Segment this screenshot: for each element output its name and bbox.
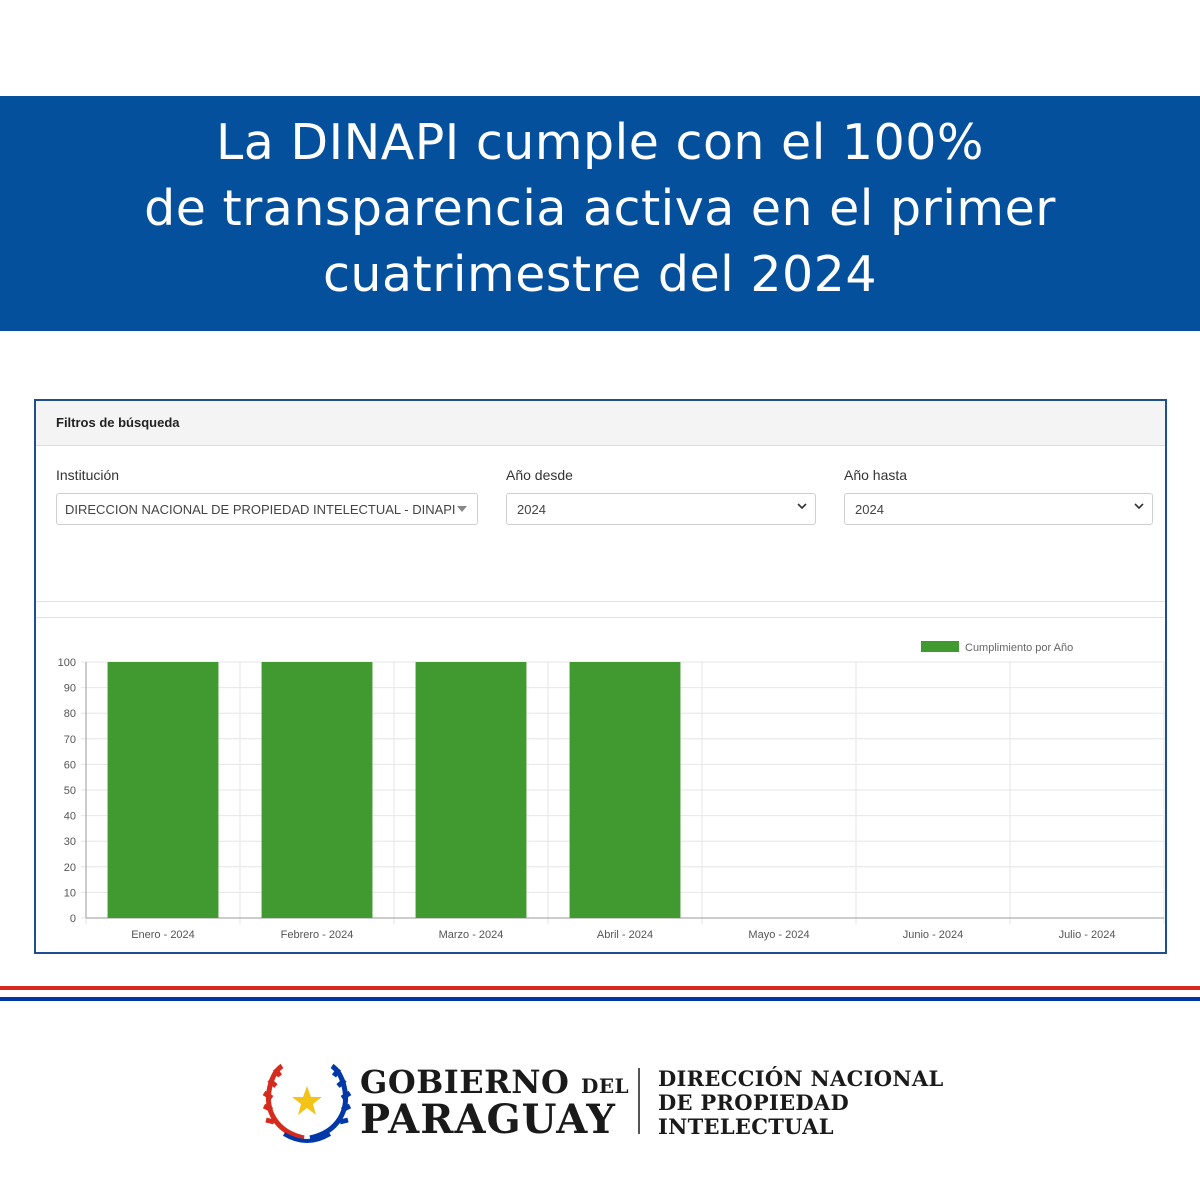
y-tick-label: 70 — [64, 734, 76, 746]
year-to-select[interactable]: 2024 — [844, 493, 1153, 525]
legend-swatch — [921, 641, 959, 652]
org-line-1: DIRECCIÓN NACIONAL — [658, 1066, 944, 1091]
year-to-label: Año hasta — [844, 467, 908, 483]
y-tick-label: 10 — [64, 887, 76, 899]
y-tick-label: 80 — [64, 708, 76, 720]
x-tick-label: Marzo - 2024 — [439, 929, 504, 941]
y-tick-label: 90 — [64, 683, 76, 695]
headline-banner: La DINAPI cumple con el 100% de transpar… — [0, 96, 1200, 331]
y-tick-label: 20 — [64, 862, 76, 874]
headline-line-1: La DINAPI cumple con el 100% — [216, 114, 984, 171]
bar — [107, 662, 219, 918]
chevron-down-icon — [1134, 501, 1144, 514]
y-tick-label: 40 — [64, 811, 76, 823]
divider — [36, 601, 1165, 602]
x-tick-label: Junio - 2024 — [903, 929, 964, 941]
flag-stripe-red — [0, 986, 1200, 990]
x-tick-label: Enero - 2024 — [131, 929, 195, 941]
year-from-label: Año desde — [506, 467, 573, 483]
headline-line-3: cuatrimestre del 2024 — [322, 246, 878, 303]
legend-label: Cumplimiento por Año — [965, 642, 1073, 654]
y-tick-label: 60 — [64, 759, 76, 771]
divider — [36, 617, 1165, 618]
org-line-3: INTELECTUAL — [658, 1114, 834, 1139]
gov-del: DEL — [580, 1074, 630, 1098]
chevron-down-icon — [797, 501, 807, 514]
institution-select[interactable]: DIRECCION NACIONAL DE PROPIEDAD INTELECT… — [56, 493, 478, 525]
flag-stripe-blue — [0, 997, 1200, 1001]
year-to-value: 2024 — [855, 502, 884, 517]
institution-value: DIRECCION NACIONAL DE PROPIEDAD INTELECT… — [65, 502, 456, 517]
bar — [569, 662, 681, 918]
y-tick-label: 100 — [58, 657, 76, 669]
gov-word: GOBIERNO — [360, 1063, 570, 1101]
gov-line-1: GOBIERNO DEL — [360, 1063, 629, 1101]
bar — [261, 662, 373, 918]
search-panel: Filtros de búsqueda Institución DIRECCIO… — [34, 399, 1167, 954]
x-tick-label: Febrero - 2024 — [281, 929, 354, 941]
year-from-select[interactable]: 2024 — [506, 493, 816, 525]
headline-line-2: de transparencia activa en el primer — [144, 180, 1056, 237]
institution-label: Institución — [56, 467, 120, 483]
footer: GOBIERNO DEL PARAGUAY DIRECCIÓN NACIONAL… — [0, 1040, 1200, 1180]
gov-line-2: PARAGUAY — [360, 1096, 616, 1143]
panel-header: Filtros de búsqueda — [36, 401, 1165, 446]
x-tick-label: Julio - 2024 — [1059, 929, 1116, 941]
bar — [415, 662, 527, 918]
year-from-value: 2024 — [517, 502, 546, 517]
y-tick-label: 50 — [64, 785, 76, 797]
compliance-bar-chart: 0 10 20 30 40 50 60 70 80 90 100 Enero - 2024 Febrer… — [58, 641, 1165, 941]
x-tick-label: Abril - 2024 — [597, 929, 653, 941]
coat-of-arms-logo — [262, 1063, 352, 1143]
org-line-2: DE PROPIEDAD — [658, 1090, 850, 1115]
caret-down-icon — [457, 506, 467, 512]
y-tick-label: 30 — [64, 836, 76, 848]
panel-title: Filtros de búsqueda — [56, 415, 180, 430]
y-tick-label: 0 — [70, 913, 76, 925]
x-tick-label: Mayo - 2024 — [748, 929, 809, 941]
footer-divider — [638, 1068, 640, 1134]
